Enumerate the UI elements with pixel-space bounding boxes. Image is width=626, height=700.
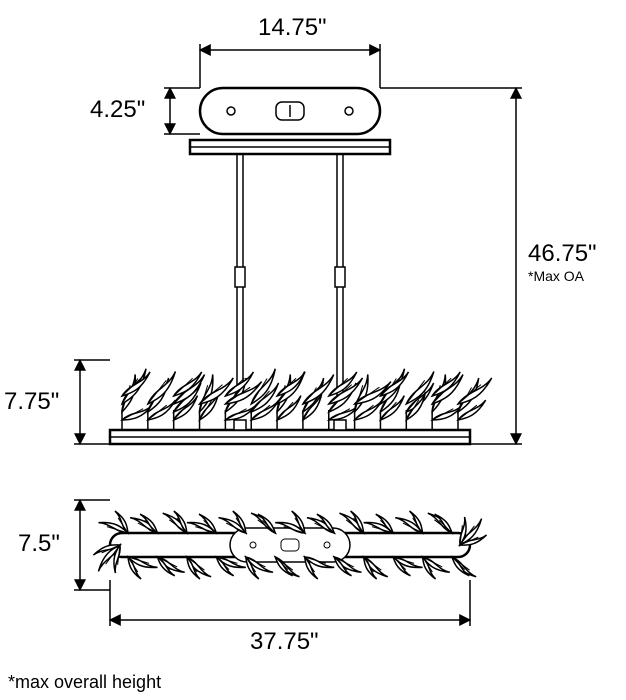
- dim-fixture-depth: 7.5": [18, 530, 60, 558]
- footnote: *max overall height: [8, 672, 161, 693]
- dim-fixture-height: 7.75": [4, 388, 59, 416]
- diagram-stage: 14.75" 4.25" 46.75" *Max OA 7.75" 7.5" 3…: [0, 0, 626, 700]
- dim-fixture-width: 37.75": [250, 628, 319, 656]
- dim-overall-height: 46.75": [528, 240, 597, 268]
- dim-canopy-depth: 4.25": [90, 96, 145, 124]
- dim-overall-height-note: *Max OA: [528, 268, 584, 284]
- dim-canopy-width: 14.75": [258, 14, 327, 42]
